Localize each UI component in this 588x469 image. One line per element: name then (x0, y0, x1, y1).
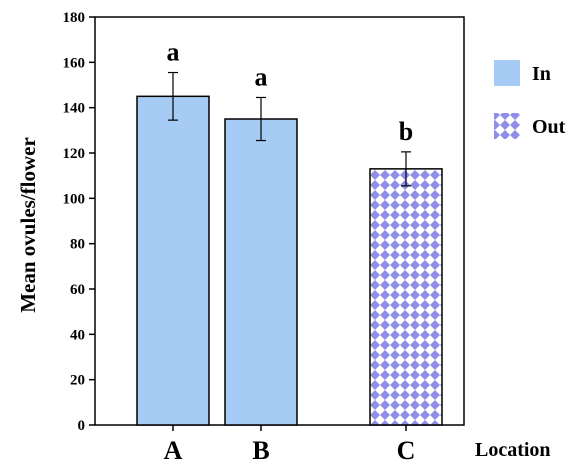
bar-A (136, 95, 210, 426)
y-axis-title: Mean ovules/flower (16, 137, 40, 313)
significance-label-B: a (255, 62, 268, 91)
y-tick-label: 140 (63, 101, 86, 117)
bar-C (369, 168, 443, 426)
y-tick-label: 40 (70, 327, 85, 343)
y-tick-label: 80 (70, 237, 85, 253)
y-axis: 0 20 40 60 80 100 120 140 160 180 (63, 10, 95, 434)
legend-swatch-in (494, 60, 520, 86)
legend-swatch-out (494, 113, 520, 139)
x-axis-title: Location (475, 439, 551, 461)
x-axis: A B C (164, 425, 416, 465)
legend: In Out (494, 60, 566, 139)
x-category-label: B (252, 436, 269, 465)
legend-label-in: In (532, 63, 551, 85)
significance-label-A: a (167, 38, 180, 67)
legend-label-out: Out (532, 116, 566, 138)
x-category-label: A (164, 436, 183, 465)
bar-B (224, 118, 298, 426)
y-tick-label: 180 (63, 10, 86, 26)
y-tick-label: 20 (70, 373, 85, 389)
y-tick-label: 100 (63, 191, 86, 207)
y-tick-label: 120 (63, 146, 86, 162)
x-category-label: C (397, 436, 416, 465)
y-tick-label: 0 (78, 418, 86, 434)
y-tick-label: 60 (70, 282, 85, 298)
bars: a a b (136, 38, 443, 426)
y-tick-label: 160 (63, 55, 86, 71)
significance-label-C: b (399, 117, 413, 146)
